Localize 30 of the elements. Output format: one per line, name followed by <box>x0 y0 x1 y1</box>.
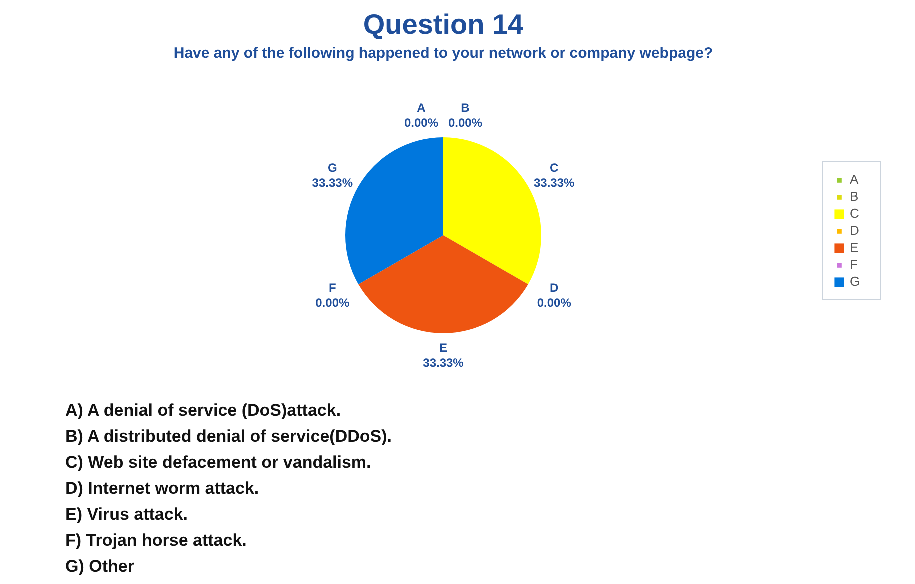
legend-label: F <box>850 257 859 272</box>
text: 0.00% <box>404 116 439 130</box>
text: 0.00% <box>537 296 572 310</box>
text: 0.00% <box>448 116 483 130</box>
text: C) Web site defacement or vandalism. <box>66 453 372 472</box>
text: D) Internet worm attack. <box>66 479 260 498</box>
text: G) Other <box>66 557 135 576</box>
data-label: 33.33% <box>534 176 576 190</box>
category-label: F <box>328 280 336 295</box>
slice-label: C <box>550 160 560 175</box>
text: A) A denial of service (DoS)attack. <box>66 401 342 420</box>
text: E) Virus attack. <box>66 505 188 524</box>
text: F) Trojan horse attack. <box>66 531 247 550</box>
text: 0.00% <box>316 296 350 310</box>
chart-subtitle: Have any of the following happened to your network or company webpage? <box>174 45 714 62</box>
legend-label: D <box>850 223 860 238</box>
slice-label: G <box>328 160 338 175</box>
legend-label: G <box>850 274 862 289</box>
legend-label: A <box>850 172 860 187</box>
legend-label: E <box>850 240 860 255</box>
text: B) A distributed denial of service(DDoS). <box>66 427 392 446</box>
slice-label: E <box>440 340 448 355</box>
category-label: A <box>417 100 426 115</box>
legend-label: C <box>850 206 860 221</box>
legend-label: B <box>850 189 860 204</box>
category-label: B <box>461 100 470 115</box>
data-label: 33.33% <box>423 356 464 370</box>
chart-title: Question 14 <box>363 9 524 40</box>
data-label: 33.33% <box>312 176 354 190</box>
category-label: D <box>550 280 559 295</box>
